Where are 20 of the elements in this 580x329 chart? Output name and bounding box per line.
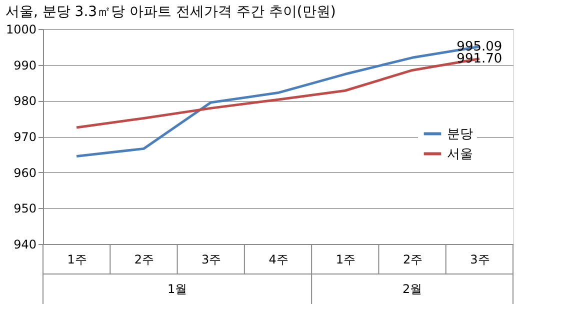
x-tick-label: 3주 — [202, 252, 222, 266]
y-tick-label: 970 — [14, 130, 36, 144]
y-tick-label: 1000 — [6, 22, 36, 36]
legend-label: 서울 — [447, 146, 473, 162]
text: 2월 — [402, 282, 422, 296]
x-tick-label: 1주 — [67, 252, 87, 266]
data-label: 991.70 — [456, 52, 502, 67]
y-tick-label: 940 — [14, 238, 36, 252]
legend-label: 분당 — [447, 126, 473, 142]
y-tick-label: 990 — [14, 58, 36, 72]
x-tick-label: 3주 — [470, 252, 490, 266]
y-tick-label: 960 — [14, 166, 36, 180]
y-tick-label: 950 — [14, 202, 36, 216]
y-tick-label: 980 — [14, 94, 36, 108]
x-tick-label: 4주 — [268, 252, 288, 266]
text: 1월 — [167, 282, 188, 296]
x-tick-label: 2주 — [134, 252, 154, 266]
x-tick-label: 2주 — [402, 252, 423, 266]
chart-title: 서울, 분당 3.3㎡당 아파트 전세가격 주간 추이(만원) — [5, 4, 336, 20]
x-tick-label: 1주 — [336, 252, 356, 266]
